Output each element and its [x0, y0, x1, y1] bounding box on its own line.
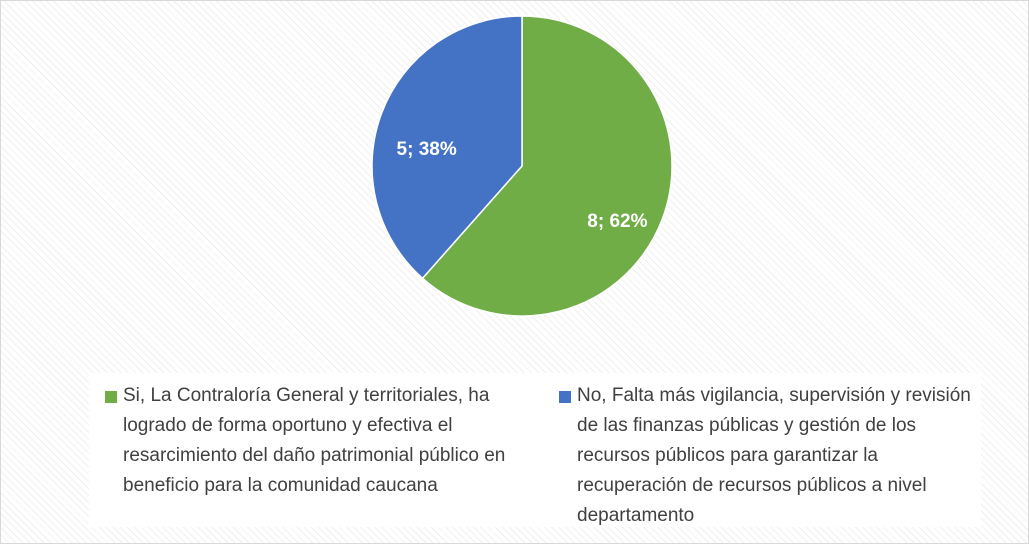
legend-entry: Si, La Contraloría General y territorial…: [105, 381, 525, 501]
legend: Si, La Contraloría General y territorial…: [89, 373, 981, 527]
legend-label: No, Falta más vigilancia, supervisión y …: [577, 385, 971, 526]
pie-slice: [371, 15, 523, 280]
legend-swatch: [559, 391, 571, 403]
data-label: 8; 62%: [587, 211, 647, 232]
pie-slice: [421, 15, 673, 317]
legend-swatch: [105, 391, 117, 403]
legend-label: Si, La Contraloría General y territorial…: [123, 385, 506, 496]
data-label: 5; 38%: [397, 139, 457, 160]
legend-entry: No, Falta más vigilancia, supervisión y …: [559, 381, 979, 531]
